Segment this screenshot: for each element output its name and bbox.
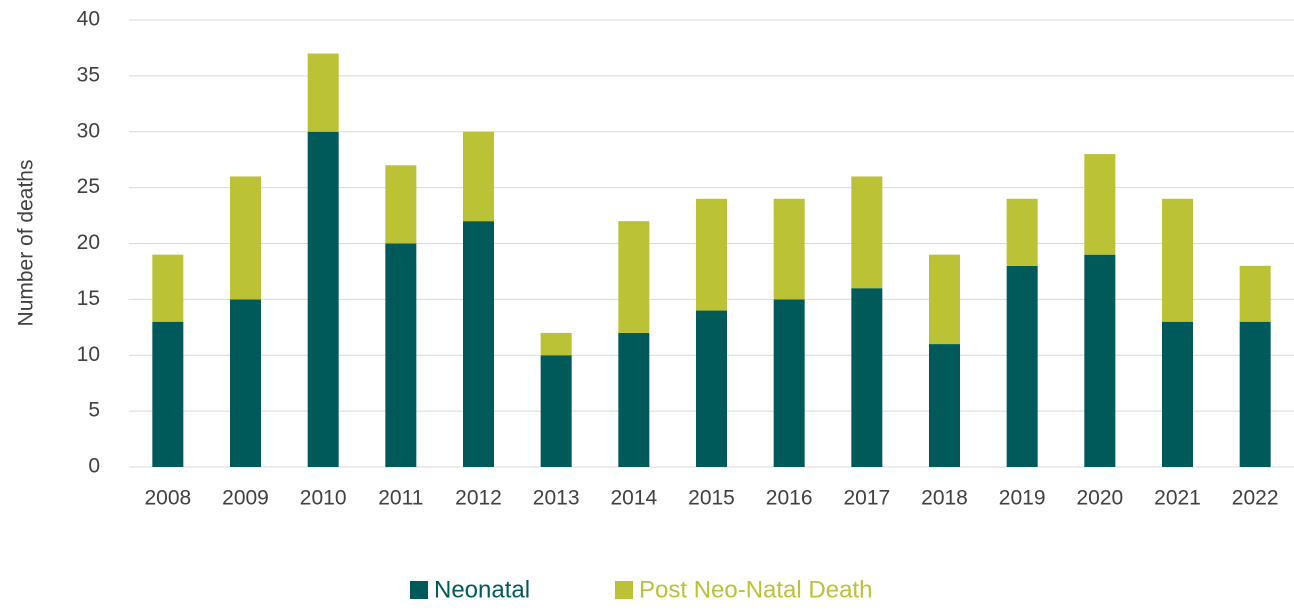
bar-segment bbox=[385, 243, 417, 467]
bar-segment bbox=[540, 332, 572, 356]
bar-segment bbox=[385, 165, 417, 244]
bar-segment bbox=[1006, 198, 1038, 266]
bar-segment bbox=[1239, 321, 1271, 467]
x-tick-label: 2021 bbox=[1154, 487, 1201, 510]
bar-segment bbox=[1162, 198, 1193, 322]
legend-swatch bbox=[410, 581, 428, 599]
bar-segment bbox=[152, 321, 184, 467]
bar-segment bbox=[307, 131, 339, 467]
y-tick-label: 40 bbox=[77, 8, 100, 31]
x-tick-label: 2008 bbox=[144, 487, 191, 510]
bar-segment bbox=[463, 221, 494, 467]
y-tick-label: 25 bbox=[77, 175, 100, 198]
bar-segment bbox=[696, 198, 727, 311]
x-tick-label: 2013 bbox=[533, 487, 580, 510]
y-tick-label: 0 bbox=[88, 455, 100, 478]
bar-segment bbox=[618, 332, 650, 467]
bar-segment bbox=[1006, 265, 1038, 467]
bar-segment bbox=[1239, 265, 1271, 322]
y-axis-label: Number of deaths bbox=[15, 160, 38, 327]
bar-segment bbox=[230, 299, 261, 467]
bar-segment bbox=[773, 299, 805, 467]
x-tick-label: 2014 bbox=[610, 487, 657, 510]
x-tick-label: 2009 bbox=[222, 487, 269, 510]
bar-segment bbox=[1162, 321, 1193, 467]
bar-segment bbox=[696, 310, 727, 467]
y-tick-label: 20 bbox=[77, 231, 100, 254]
legend-swatch bbox=[615, 581, 633, 599]
bar-segment bbox=[851, 176, 883, 289]
x-tick-label: 2018 bbox=[921, 487, 968, 510]
bar-segment bbox=[618, 221, 650, 333]
y-tick-label: 15 bbox=[77, 287, 100, 310]
y-tick-label: 5 bbox=[88, 399, 100, 422]
bar-segment bbox=[1084, 254, 1116, 467]
x-tick-label: 2017 bbox=[843, 487, 890, 510]
x-tick-label: 2012 bbox=[455, 487, 502, 510]
y-tick-label: 35 bbox=[77, 63, 100, 86]
x-tick-label: 2022 bbox=[1232, 487, 1279, 510]
legend-label: Post Neo-Natal Death bbox=[639, 576, 872, 603]
x-tick-label: 2020 bbox=[1076, 487, 1123, 510]
bar-segment bbox=[1084, 154, 1116, 255]
bar-segment bbox=[773, 198, 805, 300]
x-tick-label: 2015 bbox=[688, 487, 735, 510]
bar-segment bbox=[540, 355, 572, 467]
bar-segment bbox=[230, 176, 261, 300]
bar-segment bbox=[463, 131, 494, 222]
bar-segment bbox=[929, 254, 960, 345]
bar-segment bbox=[307, 53, 339, 132]
legend-label: Neonatal bbox=[434, 576, 530, 603]
x-tick-label: 2011 bbox=[378, 487, 423, 510]
x-tick-label: 2016 bbox=[766, 487, 813, 510]
bar-segment bbox=[929, 344, 960, 467]
y-tick-label: 30 bbox=[77, 119, 100, 142]
y-tick-label: 10 bbox=[77, 343, 100, 366]
x-tick-label: 2019 bbox=[999, 487, 1046, 510]
bar-segment bbox=[152, 254, 184, 322]
bar-segment bbox=[851, 288, 883, 467]
x-tick-label: 2010 bbox=[300, 487, 347, 510]
